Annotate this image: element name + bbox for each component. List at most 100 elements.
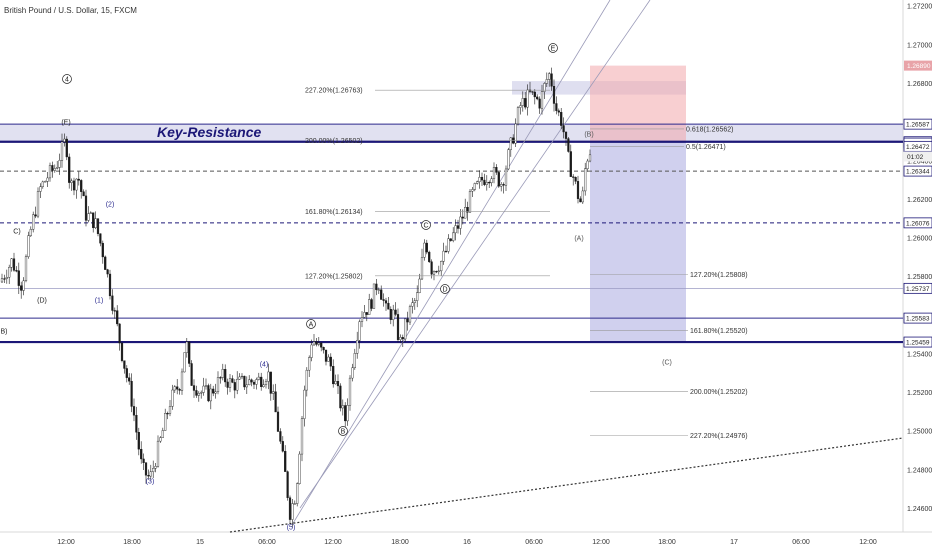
wave-label[interactable]: C xyxy=(421,220,431,230)
candle-body xyxy=(380,289,383,300)
price-level-badge: 1.26344 xyxy=(903,165,932,177)
candle-body xyxy=(375,283,378,291)
wave-label[interactable]: (C) xyxy=(662,360,672,367)
candle-body xyxy=(104,256,107,270)
candle-body xyxy=(396,314,400,340)
wave-label[interactable]: (D) xyxy=(37,298,47,305)
candle xyxy=(279,428,282,444)
price-badge-text: 1.26890 xyxy=(907,63,931,70)
candle xyxy=(459,209,462,235)
candle xyxy=(569,144,572,177)
candle-body xyxy=(116,310,119,325)
candle xyxy=(466,201,469,221)
wave-label[interactable]: (E) xyxy=(61,120,70,127)
wave-label[interactable]: (B) xyxy=(584,132,593,139)
candle xyxy=(531,91,534,96)
take-profit-zone xyxy=(590,141,686,343)
candle-body xyxy=(39,186,42,192)
candle-body xyxy=(300,418,304,455)
candle xyxy=(572,174,575,186)
wave-label[interactable]: B xyxy=(338,426,348,436)
candle-body xyxy=(497,172,500,187)
candle xyxy=(3,274,6,284)
candle-body xyxy=(248,379,251,386)
candle-body xyxy=(303,389,306,419)
candle xyxy=(312,334,316,346)
channel-lower-line[interactable] xyxy=(291,0,611,526)
candle xyxy=(377,287,380,294)
candle-body xyxy=(293,503,296,505)
candle xyxy=(514,118,517,147)
long-trendline[interactable] xyxy=(229,437,904,533)
wave-label-text: E xyxy=(551,46,556,53)
candle-body xyxy=(171,389,174,407)
fib-level-label: 0.618(1.26562) xyxy=(686,126,733,133)
candle-body xyxy=(252,381,256,385)
wave-label[interactable]: (2) xyxy=(106,202,115,209)
wave-label[interactable]: C) xyxy=(13,229,20,236)
candle-body xyxy=(320,342,323,348)
wave-label[interactable]: D xyxy=(440,284,450,294)
wave-label[interactable]: (A) xyxy=(574,236,583,243)
price-axis-tick: 1.25800 xyxy=(907,274,932,281)
candle xyxy=(200,390,203,399)
wave-label[interactable]: (3) xyxy=(146,479,155,486)
candle-body xyxy=(502,184,505,186)
candle-body xyxy=(106,269,109,275)
candle-body xyxy=(550,73,553,87)
candle xyxy=(111,289,114,315)
candle xyxy=(53,164,56,173)
candle-body xyxy=(41,181,44,187)
price-level-badge-bg xyxy=(903,282,932,294)
wave-label[interactable]: (1) xyxy=(95,298,104,305)
candle-body xyxy=(324,349,328,362)
candle xyxy=(63,133,66,147)
fib-level-label: 227.20%(1.24976) xyxy=(690,433,748,440)
candle xyxy=(382,293,385,307)
candle xyxy=(545,72,548,88)
candle xyxy=(380,285,383,300)
candle-body xyxy=(48,165,52,179)
wave-label[interactable]: (5) xyxy=(287,525,296,532)
candle-body xyxy=(404,318,407,340)
candle-body xyxy=(564,131,568,139)
wave-label[interactable]: E xyxy=(548,43,558,53)
candle-body xyxy=(334,381,337,385)
candle xyxy=(579,196,582,203)
candle-body xyxy=(20,285,23,291)
candle-body xyxy=(377,289,380,291)
candle xyxy=(12,252,16,272)
candle-body xyxy=(540,91,544,109)
candle xyxy=(87,206,90,223)
price-badge: 01:02 xyxy=(904,151,932,162)
candle xyxy=(560,108,563,130)
price-level-badge-text: 1.26587 xyxy=(906,122,930,129)
price-axis-tick: 1.26400 xyxy=(907,158,932,165)
candle xyxy=(274,383,277,413)
wave-label[interactable]: (4) xyxy=(260,362,269,369)
candle-body xyxy=(204,385,208,387)
wave-label[interactable]: A xyxy=(306,319,316,329)
candle xyxy=(500,181,503,192)
channel-upper-line[interactable] xyxy=(299,0,651,509)
wave-label[interactable]: 4 xyxy=(62,74,72,84)
candle-body xyxy=(317,342,320,345)
candle xyxy=(468,188,472,213)
candle xyxy=(60,133,64,168)
candle-body xyxy=(190,363,193,386)
candle-body xyxy=(8,267,11,278)
price-axis-tick: 1.26000 xyxy=(907,236,932,243)
candle-body xyxy=(286,471,289,498)
candle xyxy=(300,416,304,462)
candle xyxy=(24,254,28,283)
candle xyxy=(243,375,246,391)
candle xyxy=(543,82,546,100)
candle xyxy=(32,211,35,233)
candle-body xyxy=(543,83,546,92)
candle xyxy=(245,376,248,395)
candle-body xyxy=(274,391,277,413)
candle-body xyxy=(279,431,282,442)
wave-label[interactable]: B) xyxy=(1,329,8,336)
